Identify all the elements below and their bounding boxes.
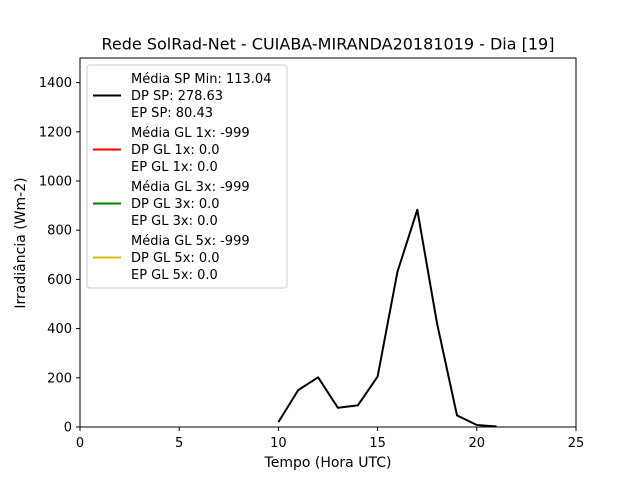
- legend-entry-line: DP GL 5x: 0.0: [131, 251, 220, 266]
- y-tick-label: 1400: [39, 76, 72, 91]
- y-tick-label: 600: [47, 273, 72, 288]
- legend-entry-line: Média GL 1x: -999: [131, 126, 250, 141]
- legend-entry-line: Média GL 3x: -999: [131, 180, 250, 195]
- x-tick-label: 25: [568, 436, 585, 451]
- legend-entry-line: EP SP: 80.43: [131, 106, 213, 121]
- x-tick-label: 10: [270, 436, 287, 451]
- plot-area: 0 5 10 15 20 25 0 200 400 600 800 1000 1200 1400: [39, 57, 585, 451]
- legend-entry-line: DP GL 3x: 0.0: [131, 197, 220, 212]
- x-tick-label: 5: [175, 436, 183, 451]
- legend-entry-line: EP GL 3x: 0.0: [131, 214, 218, 229]
- y-axis-label: Irradiância (Wm-2): [13, 177, 29, 308]
- y-tick-label: 200: [47, 371, 72, 386]
- x-tick-label: 15: [369, 436, 386, 451]
- y-tick-label: 0: [64, 421, 72, 436]
- y-tick-label: 800: [47, 224, 72, 239]
- legend-entry-line: EP GL 5x: 0.0: [131, 268, 218, 283]
- x-tick-label: 0: [76, 436, 84, 451]
- legend-entry-line: Média GL 5x: -999: [131, 234, 250, 249]
- x-tick-label: 20: [469, 436, 486, 451]
- y-tick-label: 1200: [39, 125, 72, 140]
- series-line: [277, 208, 497, 428]
- axes-frame: [79, 57, 577, 428]
- legend-box: [86, 64, 288, 289]
- legend: Média SP Min: 113.04 DP SP: 278.63 EP SP: …: [86, 64, 288, 289]
- x-axis-label: Tempo (Hora UTC): [264, 455, 392, 471]
- y-tick-label: 400: [47, 322, 72, 337]
- legend-entry-line: DP SP: 278.63: [131, 89, 223, 104]
- legend-entry-line: DP GL 1x: 0.0: [131, 143, 220, 158]
- legend-entry-line: EP GL 1x: 0.0: [131, 160, 218, 175]
- legend-entry-line: Média SP Min: 113.04: [131, 72, 271, 87]
- chart-title: Rede SolRad-Net - CUIABA-MIRANDA20181019…: [102, 35, 555, 54]
- y-tick-label: 1000: [39, 175, 72, 190]
